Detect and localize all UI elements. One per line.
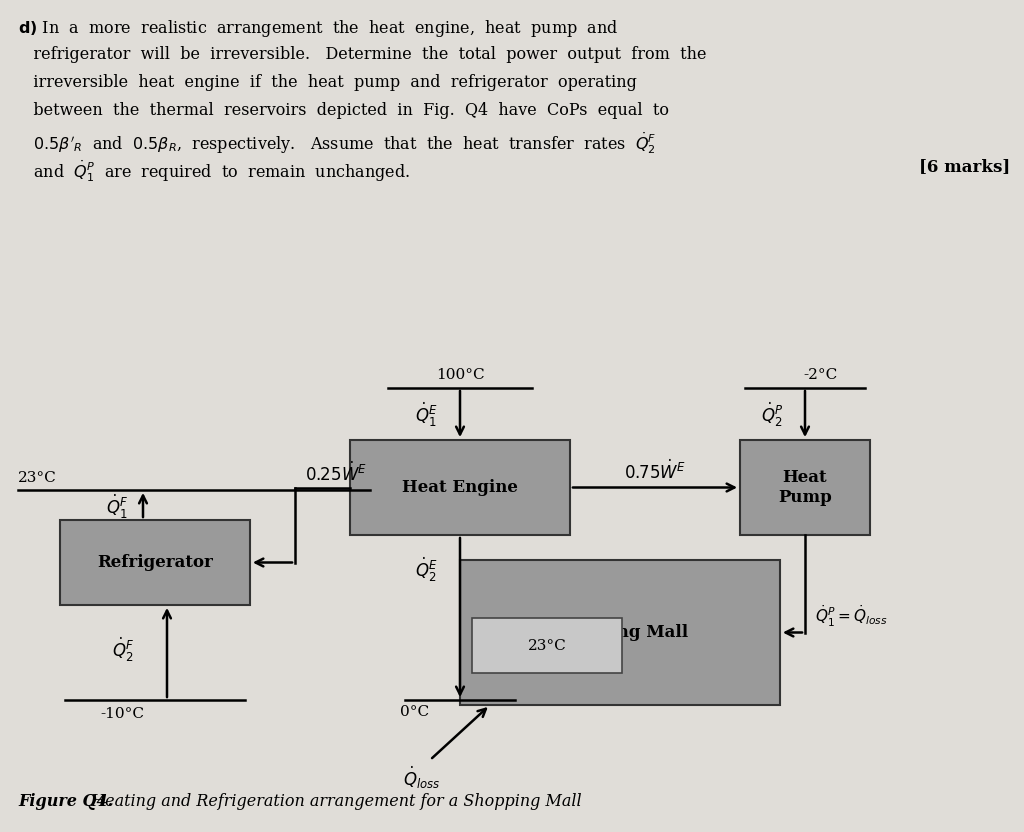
- Bar: [460, 560, 780, 705]
- Text: $0.25\dot{W}^E$: $0.25\dot{W}^E$: [305, 462, 367, 485]
- Text: between  the  thermal  reservoirs  depicted  in  Fig.  Q4  have  CoPs  equal  to: between the thermal reservoirs depicted …: [18, 102, 669, 119]
- Text: 100°C: 100°C: [435, 368, 484, 382]
- Text: $\dot{Q}_1^F$: $\dot{Q}_1^F$: [105, 493, 128, 521]
- Text: Figure Q4.: Figure Q4.: [18, 793, 114, 810]
- Text: $0.75\dot{W}^E$: $0.75\dot{W}^E$: [625, 460, 686, 483]
- Text: $\dot{Q}_2^P$: $\dot{Q}_2^P$: [761, 401, 783, 429]
- Text: Heating and Refrigeration arrangement for a Shopping Mall: Heating and Refrigeration arrangement fo…: [86, 793, 582, 810]
- Text: $\dot{Q}_2^E$: $\dot{Q}_2^E$: [416, 556, 438, 584]
- Text: -2°C: -2°C: [803, 368, 838, 382]
- Text: $\dot{Q}_2^F$: $\dot{Q}_2^F$: [112, 636, 134, 664]
- Text: Refrigerator: Refrigerator: [97, 554, 213, 571]
- Text: 23°C: 23°C: [527, 638, 566, 652]
- Text: 23°C: 23°C: [18, 471, 56, 485]
- Text: [6 marks]: [6 marks]: [919, 158, 1010, 175]
- Text: Heat Engine: Heat Engine: [402, 479, 518, 496]
- Text: $\dot{Q}_{loss}$: $\dot{Q}_{loss}$: [403, 765, 440, 791]
- Text: -10°C: -10°C: [100, 707, 144, 721]
- Text: $0.5\beta'_R$  and  $0.5\beta_R$,  respectively.   Assume  that  the  heat  tran: $0.5\beta'_R$ and $0.5\beta_R$, respecti…: [18, 130, 656, 156]
- Text: $\dot{Q}_1^E$: $\dot{Q}_1^E$: [416, 401, 438, 429]
- Text: Shopping Mall: Shopping Mall: [552, 624, 688, 641]
- Bar: [472, 618, 622, 673]
- Text: $\dot{Q}_1^P = \dot{Q}_{loss}$: $\dot{Q}_1^P = \dot{Q}_{loss}$: [815, 604, 888, 629]
- Text: $\mathbf{d)}$ In  a  more  realistic  arrangement  the  heat  engine,  heat  pum: $\mathbf{d)}$ In a more realistic arrang…: [18, 18, 618, 39]
- Bar: [60, 520, 250, 605]
- Bar: [740, 440, 870, 535]
- Text: refrigerator  will  be  irreversible.   Determine  the  total  power  output  fr: refrigerator will be irreversible. Deter…: [18, 46, 707, 63]
- Text: and  $\dot{Q}_1^P$  are  required  to  remain  unchanged.: and $\dot{Q}_1^P$ are required to remain…: [18, 158, 410, 184]
- Text: irreversible  heat  engine  if  the  heat  pump  and  refrigerator  operating: irreversible heat engine if the heat pum…: [18, 74, 637, 91]
- Text: 0°C: 0°C: [400, 705, 429, 719]
- Bar: [350, 440, 570, 535]
- Text: Heat
Pump: Heat Pump: [778, 469, 831, 506]
